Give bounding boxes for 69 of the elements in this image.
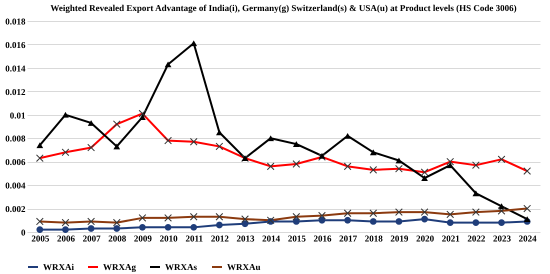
x-tick-label: 2006 [56, 234, 76, 244]
x-tick-label: 2016 [313, 234, 332, 244]
point [396, 158, 402, 164]
x-tick-label: 2012 [210, 234, 230, 244]
point [113, 144, 120, 150]
point [446, 219, 454, 226]
x-tick-label: 2009 [134, 234, 152, 244]
x-tick-label: 2013 [236, 234, 256, 244]
legend-label: WRXAg [103, 262, 136, 272]
x-tick-label: 2015 [288, 234, 306, 244]
x-tick-label: 2019 [390, 234, 409, 244]
x-tick-label: 2007 [82, 234, 102, 244]
point [190, 224, 198, 231]
point [344, 216, 351, 224]
x-tick-label: 2010 [160, 234, 178, 244]
point [292, 218, 300, 225]
x-tick-label: 2024 [518, 234, 538, 244]
legend-label: WRXAu [227, 262, 261, 272]
y-tick-label: 0.018 [5, 16, 26, 26]
point [370, 218, 377, 225]
x-tick-label: 2020 [416, 234, 435, 244]
point [344, 132, 351, 139]
chart-title: Weighted Revealed Export Advantage of India(i), Germany(g) Switzerland(s) & USA(u) at Product levels (HS Code 3006) [50, 3, 517, 13]
point [88, 120, 94, 126]
point [36, 142, 44, 148]
point [62, 112, 69, 118]
point [242, 220, 248, 228]
y-tick-label: 0 [21, 228, 26, 238]
point [267, 135, 274, 142]
y-tick-label: 0.014 [5, 63, 26, 74]
legend-label: WRXAi [43, 262, 74, 272]
x-tick-label: 2023 [493, 234, 512, 244]
point [164, 224, 172, 231]
point [472, 190, 480, 196]
x-tick-label: 2021 [442, 234, 460, 244]
point [318, 216, 326, 224]
point [446, 162, 454, 168]
point [524, 216, 531, 222]
point [139, 114, 146, 120]
point [88, 225, 94, 232]
legend-label: WRXAs [165, 262, 198, 272]
y-tick-label: 0.008 [5, 134, 26, 144]
y-tick-label: 0.002 [5, 204, 26, 214]
y-tick-label: 0.01 [10, 110, 26, 120]
point [472, 219, 480, 226]
point [62, 226, 69, 234]
x-tick-label: 2022 [467, 234, 486, 244]
point [292, 141, 300, 147]
x-tick-label: 2017 [339, 234, 358, 244]
point [164, 61, 172, 68]
point [370, 149, 377, 156]
y-tick-label: 0.012 [5, 86, 26, 97]
x-tick-label: 2014 [262, 234, 281, 244]
point [113, 225, 120, 232]
point [139, 224, 146, 231]
y-tick-label: 0.004 [5, 180, 26, 191]
x-tick-label: 2011 [185, 234, 204, 244]
point [216, 222, 223, 228]
x-tick-label: 2008 [108, 234, 127, 244]
x-tick-label: 2018 [364, 234, 384, 244]
y-tick-label: 0.016 [5, 40, 26, 50]
point [421, 175, 428, 181]
point [216, 129, 223, 136]
point [421, 216, 428, 222]
point [498, 219, 505, 226]
y-tick-label: 0.006 [5, 157, 26, 168]
point [396, 218, 402, 225]
point [36, 226, 44, 234]
x-tick-label: 2005 [31, 234, 50, 244]
